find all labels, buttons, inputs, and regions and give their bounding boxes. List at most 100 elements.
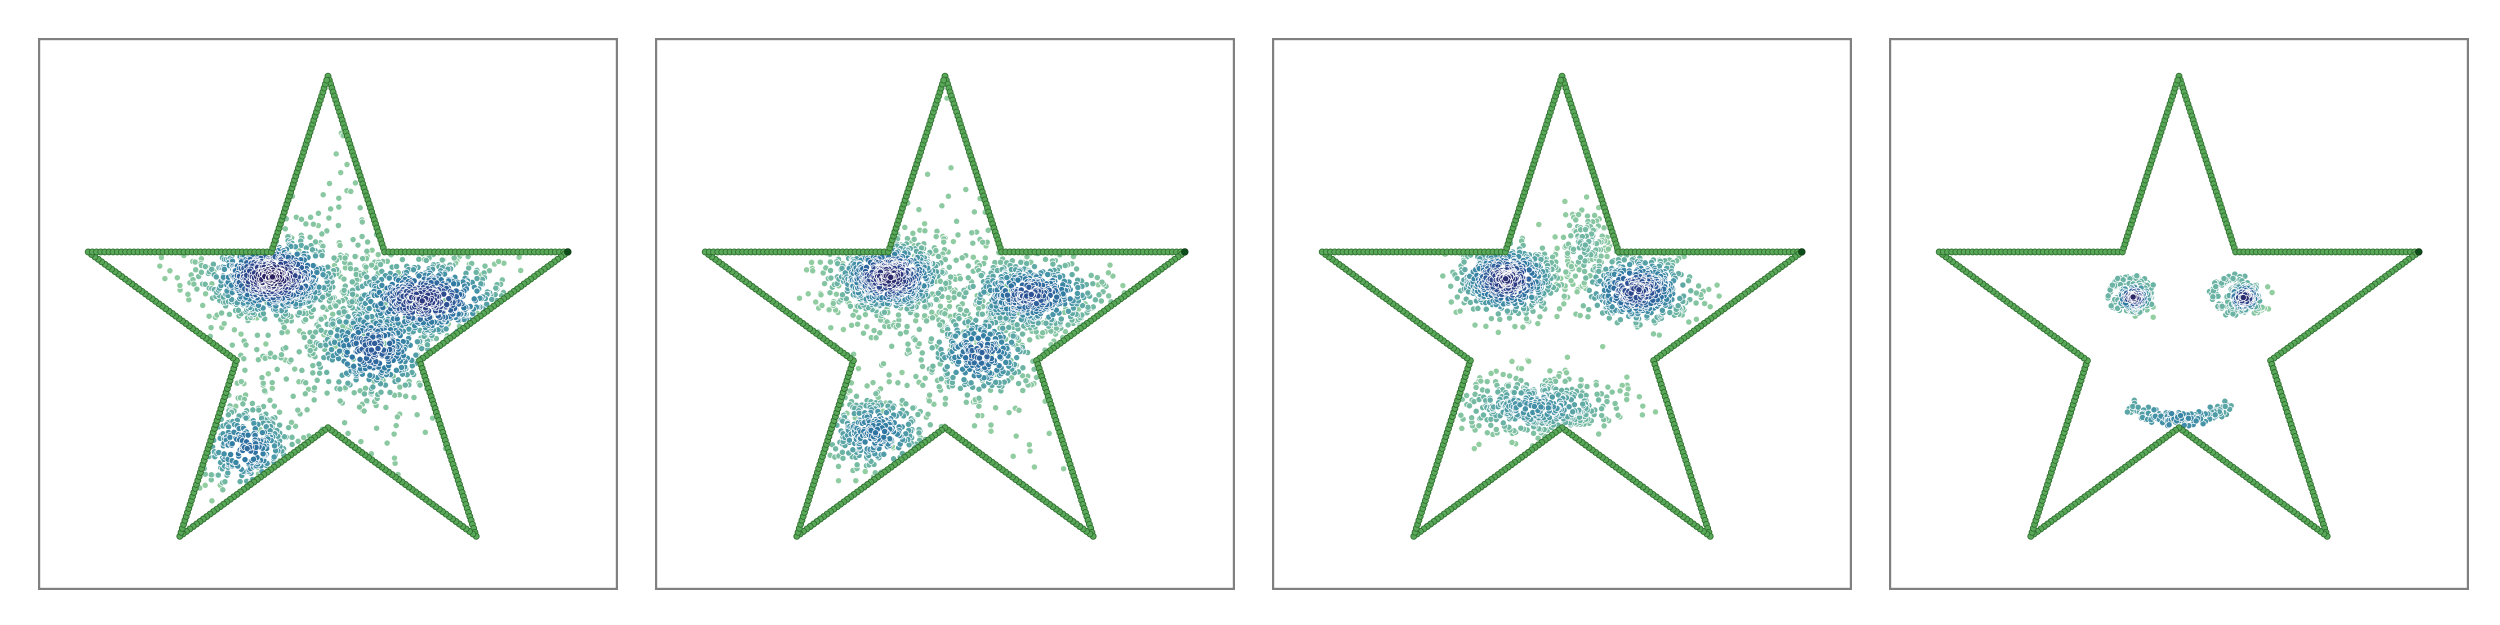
sample-point <box>201 280 209 288</box>
sample-point <box>243 445 251 453</box>
sample-point <box>386 388 394 396</box>
sample-point <box>1091 296 1099 304</box>
sample-point <box>942 279 950 287</box>
sample-point <box>269 273 276 281</box>
sample-point <box>358 218 366 226</box>
sample-point <box>314 209 322 217</box>
sample-point <box>192 266 200 274</box>
sample-point <box>270 453 278 461</box>
sample-point <box>1105 292 1113 300</box>
sample-point <box>845 436 853 444</box>
sample-point <box>855 409 863 417</box>
sample-point <box>401 381 409 389</box>
sample-point <box>517 267 525 274</box>
sample-point <box>470 295 478 303</box>
sample-point <box>1015 406 1023 414</box>
sample-point <box>969 282 977 290</box>
sample-point <box>1027 291 1035 298</box>
sample-point <box>952 256 960 264</box>
sample-point <box>970 208 978 216</box>
sample-point <box>950 294 958 302</box>
sample-point <box>310 396 318 404</box>
sample-point <box>896 330 904 338</box>
sample-point <box>373 424 381 432</box>
sample-point <box>218 309 226 317</box>
sample-point <box>422 256 430 264</box>
sample-point <box>356 355 364 363</box>
sample-point <box>1022 377 1030 385</box>
sample-point <box>336 347 343 355</box>
sample-point <box>1019 364 1027 372</box>
sample-point <box>1009 452 1017 460</box>
sample-point <box>294 406 302 414</box>
sample-point <box>827 267 834 274</box>
sample-point <box>962 289 970 297</box>
sample-point <box>443 301 451 309</box>
sample-point <box>273 365 281 373</box>
sample-point <box>929 314 936 322</box>
sample-point <box>358 233 366 240</box>
sample-point <box>351 253 359 260</box>
sample-point <box>296 309 303 317</box>
sample-point <box>367 346 375 354</box>
sample-point <box>333 332 341 340</box>
sample-point <box>377 388 385 396</box>
sample-point <box>335 194 343 202</box>
sample-point <box>998 338 1006 346</box>
sample-point <box>365 305 373 312</box>
sample-point <box>909 229 917 237</box>
sample-point <box>334 222 342 229</box>
sample-point <box>378 281 386 289</box>
sample-point <box>849 446 857 454</box>
sample-point <box>912 373 920 380</box>
sample-point <box>282 375 290 383</box>
sample-point <box>903 323 911 330</box>
sample-point <box>343 161 351 168</box>
sample-point <box>930 400 938 408</box>
sample-point <box>288 433 296 441</box>
sample-point <box>968 229 976 237</box>
sample-point <box>418 297 426 305</box>
sample-point <box>228 341 236 349</box>
sample-point <box>258 429 266 437</box>
sample-point <box>1026 447 1034 455</box>
sample-point <box>191 258 199 266</box>
sample-point <box>398 256 406 264</box>
sample-point <box>924 170 932 178</box>
sample-point <box>821 280 829 288</box>
sample-points <box>790 94 1128 485</box>
sample-point <box>184 290 192 298</box>
sample-point <box>803 266 811 274</box>
sample-point <box>926 391 934 399</box>
sample-point <box>827 274 835 282</box>
sample-point <box>936 321 944 329</box>
sample-point <box>307 213 315 221</box>
sample-point <box>250 455 257 463</box>
sample-point <box>317 326 325 334</box>
sample-point <box>392 422 400 430</box>
sample-point <box>944 294 952 301</box>
sample-point <box>362 384 369 392</box>
sample-point <box>940 238 948 246</box>
sample-point <box>319 271 327 279</box>
sample-point <box>330 254 338 262</box>
sample-point <box>356 403 363 411</box>
sample-point <box>1002 358 1010 366</box>
sample-point <box>880 450 888 458</box>
sample-point <box>382 403 390 411</box>
sample-point <box>282 344 290 352</box>
sample-point <box>241 366 249 374</box>
sample-point <box>357 438 365 446</box>
sample-point <box>975 394 983 402</box>
sample-point <box>295 348 303 356</box>
sample-point <box>271 353 279 361</box>
sample-point <box>952 332 960 340</box>
sample-point <box>984 226 992 234</box>
sample-point <box>967 379 975 387</box>
sample-point <box>383 439 391 447</box>
sample-point <box>220 450 228 458</box>
sample-point <box>1064 321 1072 329</box>
sample-point <box>941 310 949 318</box>
sample-point <box>240 355 248 363</box>
sample-point <box>817 291 825 299</box>
